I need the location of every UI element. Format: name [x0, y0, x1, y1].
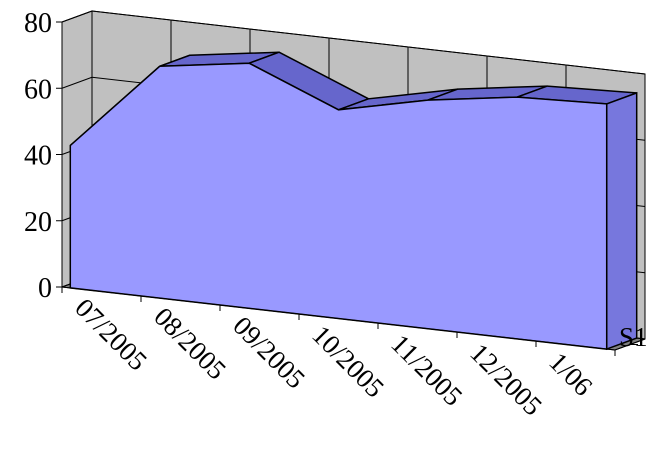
x-tick-label-07/2005: 07/2005: [69, 293, 153, 377]
series-label-S1: S1: [619, 322, 648, 352]
y-tick-label-40: 40: [24, 141, 52, 172]
area-series: [69, 51, 638, 351]
side-gridline-y-60: [61, 76, 93, 89]
y-tick-label-0: 0: [38, 273, 52, 304]
y-tick-label-20: 20: [24, 207, 52, 238]
area-front-face: [69, 62, 608, 350]
x-tick-label-09/2005: 09/2005: [227, 311, 311, 395]
area-side-face: [605, 91, 638, 351]
gridline-y-80: [91, 10, 646, 75]
x-tick-label-10/2005: 10/2005: [306, 320, 390, 404]
x-axis-line: [61, 286, 616, 351]
x-tick-label-08/2005: 08/2005: [148, 302, 232, 386]
axes: [56, 21, 646, 356]
y-tick-label-80: 80: [24, 8, 52, 39]
x-tick-label-11/2005: 11/2005: [385, 329, 468, 412]
x-tick-label-1/06: 1/06: [543, 347, 598, 402]
side-gridline-y-80: [61, 10, 93, 23]
x-tick-label-12/2005: 12/2005: [464, 338, 548, 422]
y-tick-label-60: 60: [24, 74, 52, 105]
